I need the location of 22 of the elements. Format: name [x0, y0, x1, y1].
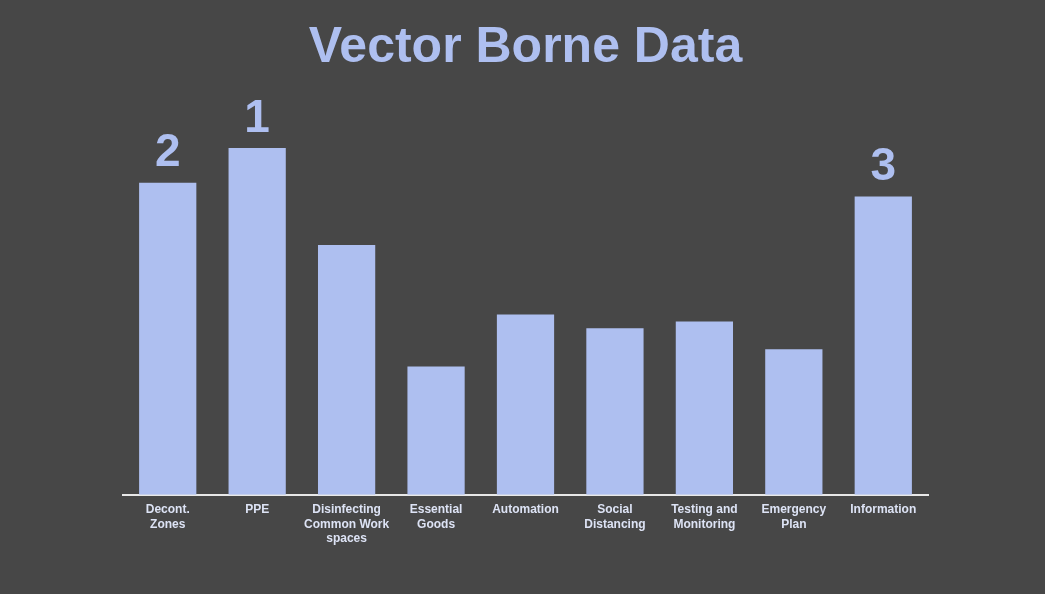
annotation: 3	[870, 138, 897, 191]
x-tick-label: Testing and Monitoring	[671, 502, 738, 531]
x-tick-label: Disinfecting Common Work spaces	[304, 502, 390, 546]
x-tick-label: Automation	[492, 502, 559, 517]
x-tick-label: Essential Goods	[409, 502, 463, 531]
bar	[228, 148, 286, 495]
bar	[407, 366, 465, 495]
bar	[854, 196, 912, 495]
bar	[139, 182, 197, 495]
bar	[675, 321, 734, 495]
annotation: 1	[244, 89, 270, 142]
x-tick-label: Social Distancing	[584, 502, 646, 531]
x-tick-label: PPE	[245, 502, 270, 517]
bar	[317, 245, 376, 495]
x-tick-label: Information	[850, 502, 917, 517]
bar	[586, 328, 644, 495]
annotation: 2	[154, 124, 181, 177]
x-tick-label: Emergency Plan	[761, 502, 827, 531]
bar	[765, 349, 823, 495]
chart-title: Vector Borne Data	[308, 16, 744, 73]
x-tick-label: Decont. Zones	[145, 502, 190, 531]
bar	[496, 314, 555, 495]
